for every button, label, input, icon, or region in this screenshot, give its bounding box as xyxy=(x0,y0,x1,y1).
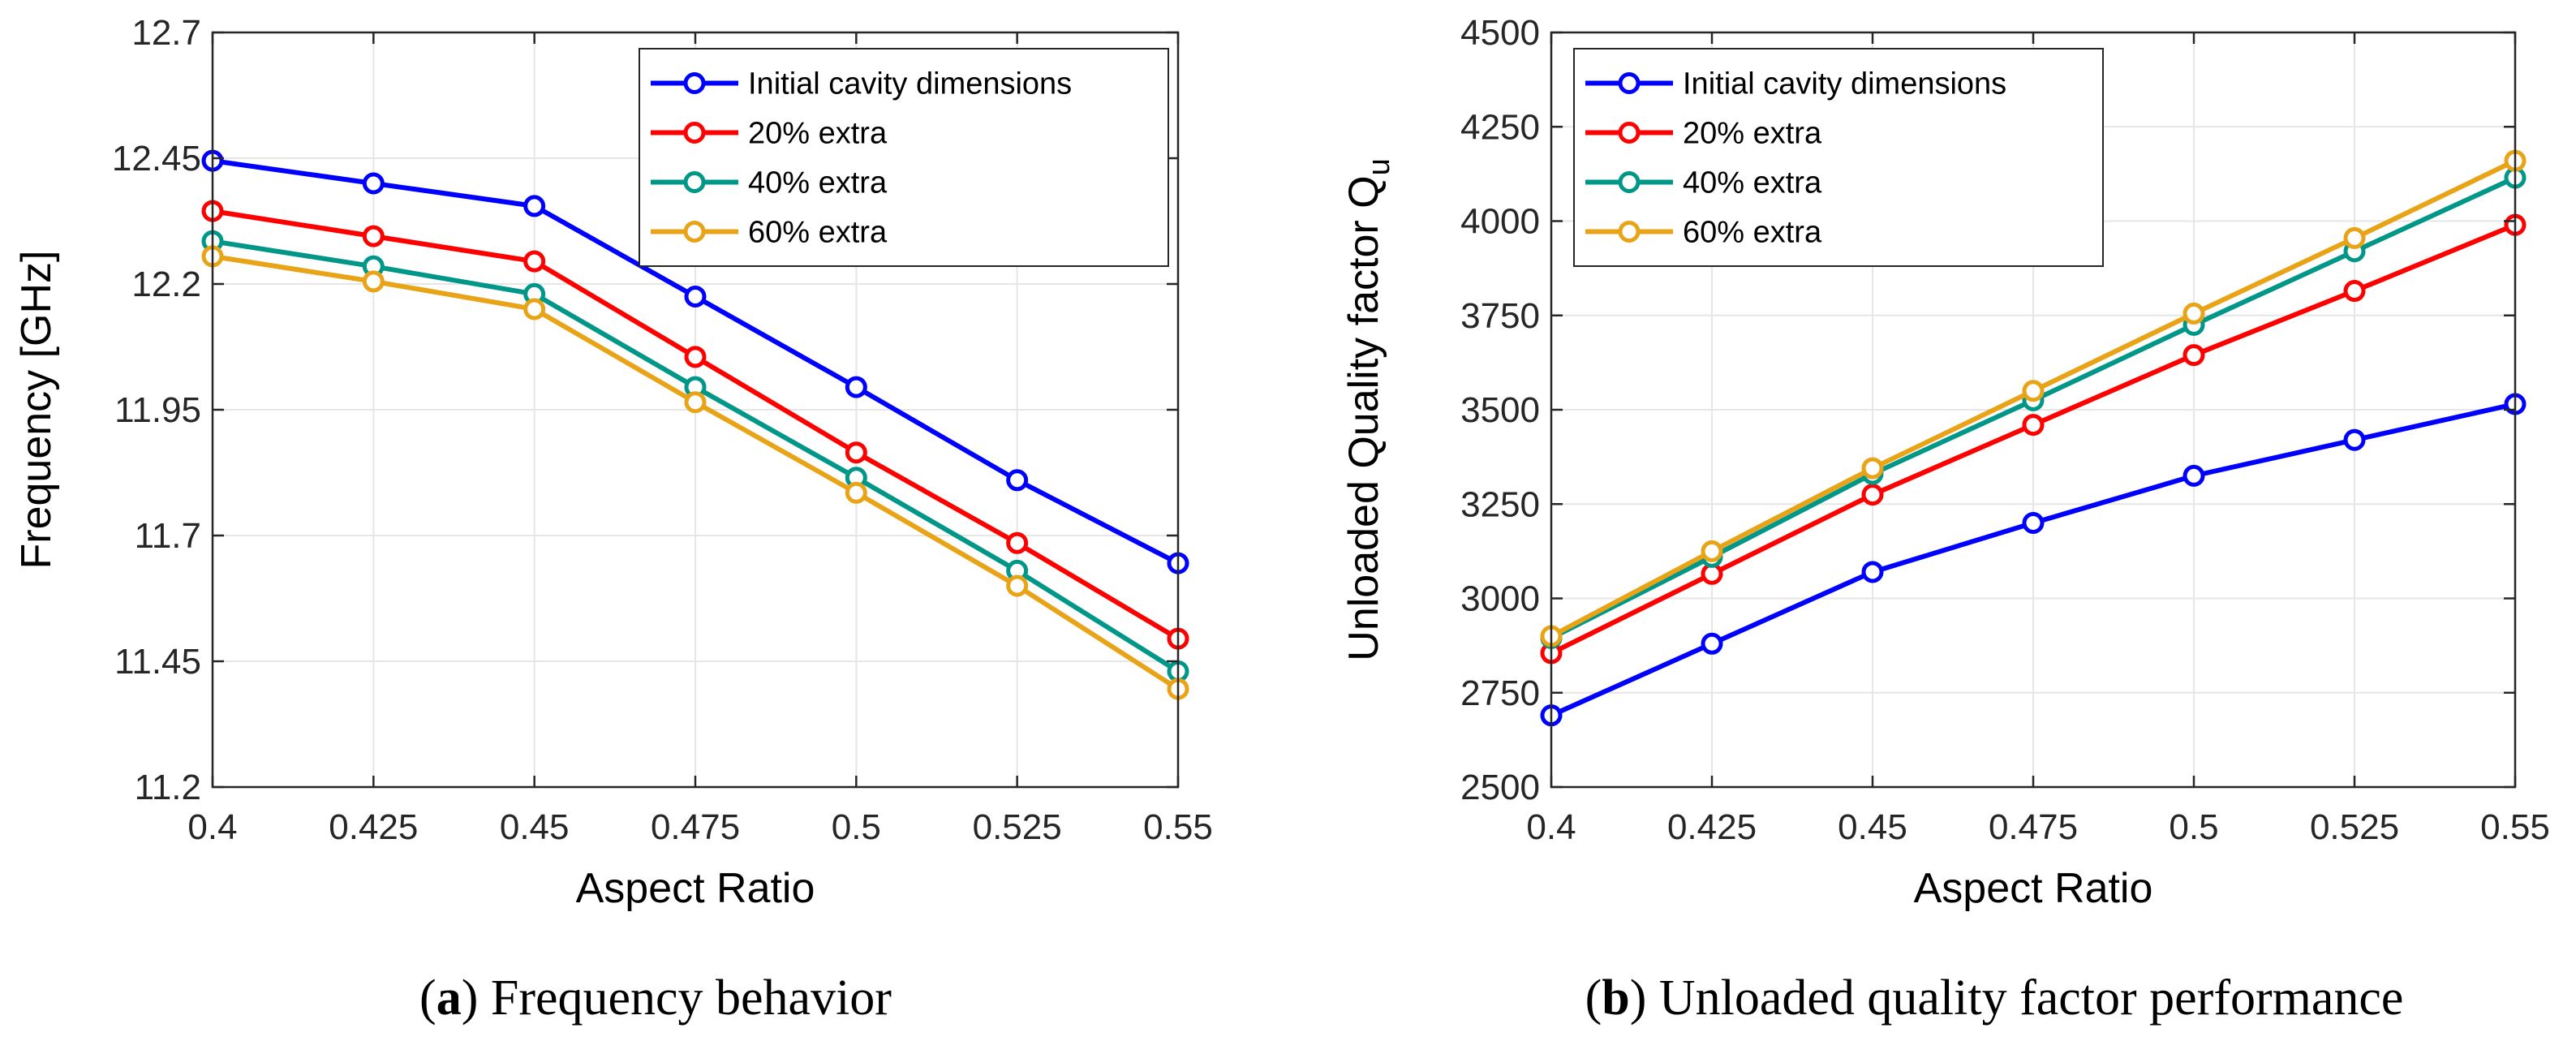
panel-b-ticks: 0.4 0.425 0.45 0.475 0.5 0.525 0.55 2500 2750 300… xyxy=(1460,13,2550,847)
x-tick-label: 0.45 xyxy=(500,807,570,847)
legend-label: 40% extra xyxy=(1683,166,1822,200)
data-point xyxy=(1861,484,1884,506)
y-tick-label: 11.95 xyxy=(114,390,201,430)
legend-label: 20% extra xyxy=(1683,117,1822,151)
panel-a-ticks: 0.4 0.425 0.45 0.475 0.5 0.525 0.55 11.2 11.45 11… xyxy=(112,13,1213,847)
panel-b-y-axis-label-main: Unloaded Quality factor Q xyxy=(1340,175,1387,660)
y-tick-label: 3250 xyxy=(1460,484,1540,524)
legend-label: 60% extra xyxy=(748,216,888,250)
panel-a-frequency-chart: 0.4 0.425 0.45 0.475 0.5 0.525 0.55 11.2 11.45 11… xyxy=(13,13,1213,1026)
x-tick-label: 0.425 xyxy=(1667,807,1757,847)
legend-swatch-marker xyxy=(683,122,706,144)
data-point xyxy=(523,250,546,273)
data-point xyxy=(2022,380,2045,402)
x-tick-label: 0.45 xyxy=(1838,807,1907,847)
panel-b-caption-text: Unloaded quality factor performance xyxy=(1659,970,2404,1026)
data-point xyxy=(1701,540,1723,562)
panel-a-legend: Initial cavity dimensions 20% extra 40% ex… xyxy=(639,48,1169,267)
panel-b-y-axis-label: Unloaded Quality factor Qu xyxy=(1340,158,1396,660)
data-point xyxy=(1861,457,1884,480)
legend-swatch-marker xyxy=(1618,122,1641,144)
y-tick-label: 4250 xyxy=(1460,107,1540,147)
data-point xyxy=(1006,574,1029,597)
panel-b-quality-factor-chart: 0.4 0.425 0.45 0.475 0.5 0.525 0.55 2500 2750 300… xyxy=(1340,13,2550,1026)
y-tick-label: 2500 xyxy=(1460,768,1540,807)
legend-swatch-marker xyxy=(1618,72,1641,94)
x-tick-label: 0.525 xyxy=(973,807,1062,847)
data-point xyxy=(1006,531,1029,554)
y-tick-label: 3000 xyxy=(1460,579,1540,619)
legend-swatch-marker xyxy=(1618,171,1641,193)
x-tick-label: 0.5 xyxy=(832,807,881,847)
data-point xyxy=(2343,428,2366,451)
panel-a-caption-text: Frequency behavior xyxy=(491,970,892,1026)
y-tick-label: 12.2 xyxy=(131,265,201,304)
legend-swatch-marker xyxy=(683,72,706,94)
panel-a-caption: (a) Frequency behavior xyxy=(419,970,892,1026)
legend-swatch-marker xyxy=(1618,221,1641,243)
x-tick-label: 0.5 xyxy=(2169,807,2218,847)
data-point xyxy=(1006,469,1029,492)
legend-swatch-marker xyxy=(683,171,706,193)
x-tick-label: 0.4 xyxy=(1526,807,1576,847)
data-point xyxy=(2183,302,2205,325)
y-tick-label: 4500 xyxy=(1460,13,1540,53)
data-point xyxy=(845,481,867,504)
x-tick-label: 0.55 xyxy=(1143,807,1213,847)
data-point xyxy=(845,376,867,398)
y-tick-label: 11.45 xyxy=(114,642,201,682)
data-point xyxy=(684,391,707,414)
x-tick-label: 0.4 xyxy=(187,807,237,847)
x-tick-label: 0.525 xyxy=(2310,807,2399,847)
data-point xyxy=(2183,464,2205,487)
panel-b-caption-letter: b xyxy=(1602,970,1629,1026)
x-tick-label: 0.475 xyxy=(1989,807,2078,847)
y-tick-label: 3750 xyxy=(1460,296,1540,336)
legend-swatch-marker xyxy=(683,221,706,243)
legend-label: 60% extra xyxy=(1683,216,1822,250)
panel-b-caption: (b) Unloaded quality factor performance xyxy=(1585,970,2404,1026)
x-tick-label: 0.425 xyxy=(329,807,418,847)
y-tick-label: 12.7 xyxy=(131,13,201,53)
data-point xyxy=(2343,280,2366,303)
x-tick-label: 0.475 xyxy=(651,807,740,847)
data-point xyxy=(362,225,385,247)
data-point xyxy=(1701,632,1723,655)
data-point xyxy=(2022,512,2045,534)
y-tick-label: 11.2 xyxy=(135,768,201,807)
panel-b-series xyxy=(1540,149,2527,727)
panel-b-x-axis-label: Aspect Ratio xyxy=(1914,865,2153,912)
data-point xyxy=(684,346,707,368)
data-point xyxy=(362,172,385,195)
y-tick-label: 3500 xyxy=(1460,390,1540,430)
data-point xyxy=(523,195,546,217)
y-tick-label: 11.7 xyxy=(135,516,201,556)
data-point xyxy=(684,286,707,308)
panel-a-x-axis-label: Aspect Ratio xyxy=(576,865,815,912)
y-tick-label: 4000 xyxy=(1460,202,1540,242)
data-point xyxy=(2022,414,2045,437)
data-point xyxy=(362,270,385,293)
x-tick-label: 0.55 xyxy=(2480,807,2550,847)
legend-label: 20% extra xyxy=(748,117,888,151)
panel-a-caption-letter: a xyxy=(437,970,462,1026)
legend-label: Initial cavity dimensions xyxy=(1683,67,2006,101)
legend-label: 40% extra xyxy=(748,166,888,200)
data-point xyxy=(845,441,867,464)
panel-a-series xyxy=(201,149,1189,700)
data-point xyxy=(523,298,546,321)
data-point xyxy=(2183,344,2205,367)
data-point xyxy=(2343,226,2366,249)
panel-b-legend: Initial cavity dimensions 20% extra 40% ex… xyxy=(1573,48,2104,267)
y-tick-label: 12.45 xyxy=(112,139,201,179)
legend-label: Initial cavity dimensions xyxy=(748,67,1072,101)
panel-b-y-axis-label-subscript: u xyxy=(1362,158,1396,175)
data-point xyxy=(1861,561,1884,583)
panel-a-y-axis-label: Frequency [GHz] xyxy=(13,250,60,569)
y-tick-label: 2750 xyxy=(1460,673,1540,713)
